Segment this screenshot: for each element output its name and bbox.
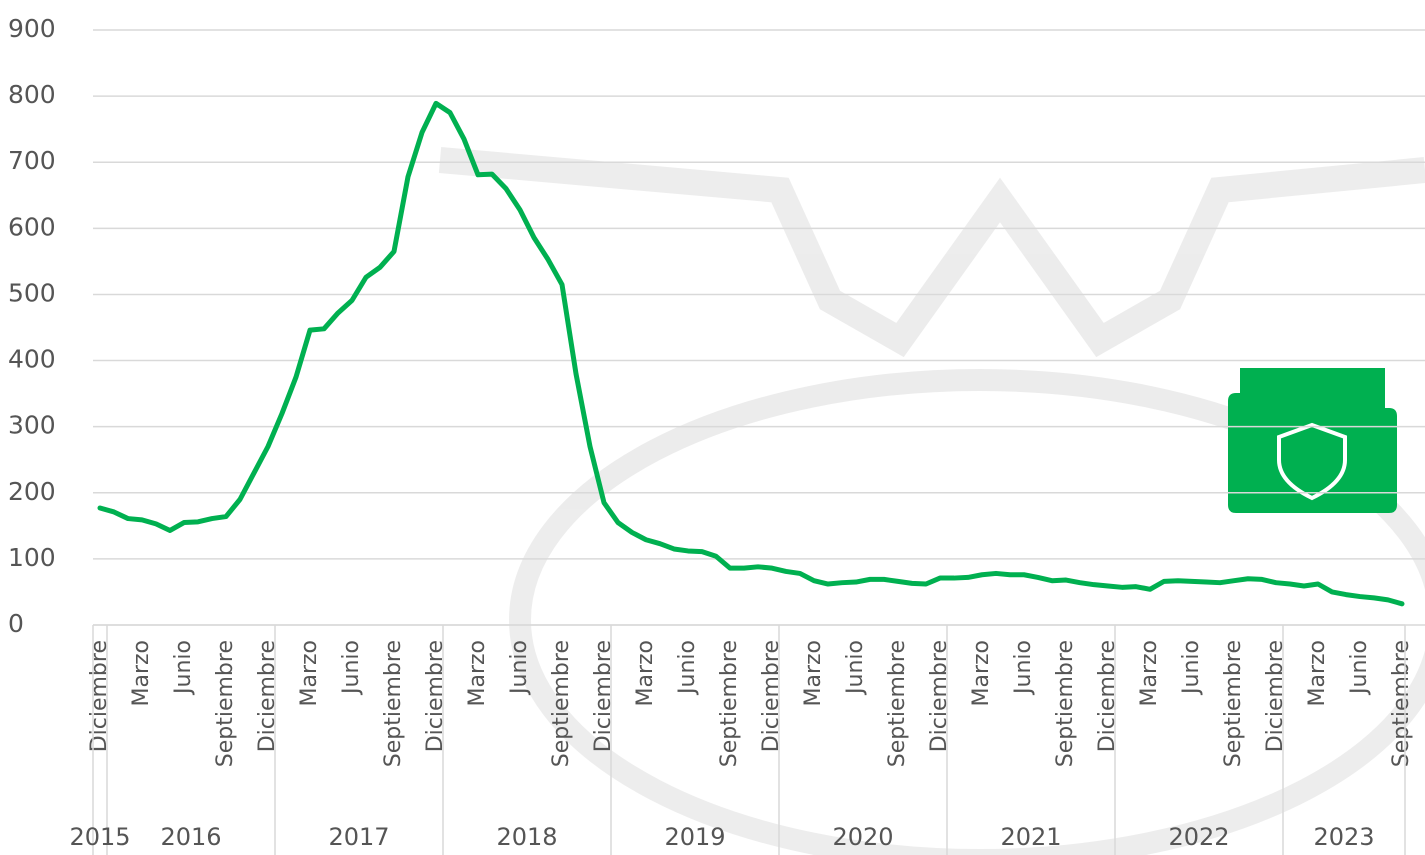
x-tick-label: Diciembre (927, 640, 952, 752)
year-label: 2023 (1313, 823, 1374, 851)
x-tick-label: Marzo (1137, 640, 1162, 707)
x-tick-label: Septiembre (1389, 640, 1414, 767)
y-tick-label: 300 (8, 411, 56, 440)
year-label: 2018 (496, 823, 557, 851)
x-tick-label: Diciembre (591, 640, 616, 752)
y-tick-label: 800 (8, 80, 56, 109)
x-tick-label: Diciembre (423, 640, 448, 752)
x-tick-label: Junio (843, 640, 868, 696)
x-tick-label: Diciembre (1095, 640, 1120, 752)
x-tick-label: Septiembre (1221, 640, 1246, 767)
x-tick-label: Marzo (633, 640, 658, 707)
x-tick-label: Septiembre (717, 640, 742, 767)
chart: 0 100 200 300 400 500 600 700 800 900 Diciembre Mar… (0, 0, 1425, 855)
x-tick-label: Junio (1011, 640, 1036, 696)
y-tick-label: 0 (8, 609, 24, 638)
year-label: 2021 (1000, 823, 1061, 851)
year-label: 2020 (832, 823, 893, 851)
x-tick-label: Diciembre (1263, 640, 1288, 752)
y-tick-label: 500 (8, 278, 56, 307)
x-tick-label: Septiembre (213, 640, 238, 767)
x-tick-label: Marzo (129, 640, 154, 707)
x-tick-label: Marzo (801, 640, 826, 707)
x-tick-label: Junio (675, 640, 700, 696)
x-tick-label: Junio (339, 640, 364, 696)
y-tick-label: 700 (8, 146, 56, 175)
x-tick-label: Septiembre (549, 640, 574, 767)
y-tick-label: 400 (8, 345, 56, 374)
x-tick-label: Septiembre (1053, 640, 1078, 767)
y-tick-label: 900 (8, 14, 56, 43)
x-tick-label: Septiembre (381, 640, 406, 767)
y-tick-label: 100 (8, 543, 56, 572)
y-tick-label: 200 (8, 477, 56, 506)
x-tick-label: Diciembre (87, 640, 112, 752)
year-label: 2017 (328, 823, 389, 851)
x-tick-label: Marzo (297, 640, 322, 707)
x-tick-label: Diciembre (759, 640, 784, 752)
x-tick-label: Marzo (465, 640, 490, 707)
x-tick-label: Marzo (969, 640, 994, 707)
x-tick-label: Junio (1347, 640, 1372, 696)
x-tick-label: Junio (171, 640, 196, 696)
x-tick-label: Junio (507, 640, 532, 696)
folder-icon (1228, 368, 1397, 513)
year-label: 2022 (1168, 823, 1229, 851)
x-tick-label: Diciembre (255, 640, 280, 752)
x-tick-label: Junio (1179, 640, 1204, 696)
y-tick-label: 600 (8, 212, 56, 241)
year-label: 2016 (160, 823, 221, 851)
year-label: 2015 (69, 823, 130, 851)
x-tick-label: Septiembre (885, 640, 910, 767)
x-tick-label: Marzo (1305, 640, 1330, 707)
year-label: 2019 (664, 823, 725, 851)
